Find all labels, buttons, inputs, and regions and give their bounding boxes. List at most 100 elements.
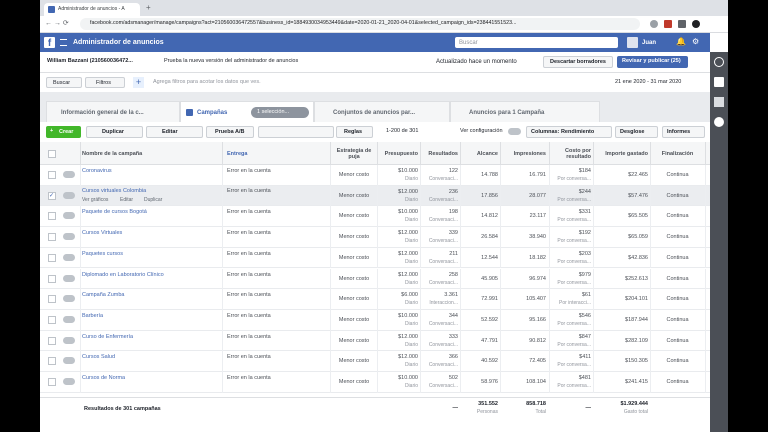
new-version-link[interactable]: Prueba la nueva versión del administrado… (164, 58, 299, 64)
avatar[interactable] (627, 37, 638, 48)
cell-name[interactable]: Diplomado en Laboratorio Clínico (82, 271, 164, 278)
view-settings-toggle[interactable] (508, 128, 521, 135)
table-row[interactable]: Cursos Salud Error en la cuenta Menor cost… (40, 351, 710, 372)
table-row[interactable]: Paquete de cursos Bogotá Error en la cuen… (40, 206, 710, 228)
search-box[interactable]: Buscar (455, 37, 618, 48)
table-row[interactable]: Coronavirus Error en la cuenta Menor costo… (40, 165, 710, 186)
row-checkbox[interactable] (48, 378, 56, 386)
campaigns-tab[interactable]: Campañas 1 selección... (180, 101, 314, 123)
column-header[interactable]: Estrategia de puja (336, 147, 372, 160)
column-divider (377, 206, 378, 228)
user-name[interactable]: Juan (642, 40, 657, 46)
menu-icon[interactable] (60, 39, 67, 46)
table-row[interactable]: Paquetes cursos Error en la cuenta Menor c… (40, 247, 710, 269)
table-row[interactable]: Curso de Enfermería Error en la cuenta Men… (40, 330, 710, 352)
date-range[interactable]: 21 ene 2020 - 31 mar 2020 (615, 79, 682, 85)
table-row[interactable]: Diplomado en Laboratorio Clínico Error en… (40, 268, 710, 290)
table-row[interactable]: Campaña Zumba Error en la cuenta Menor cos… (40, 289, 710, 310)
table-row[interactable]: Cursos Virtuales Error en la cuenta Menor … (40, 227, 710, 248)
row-toggle[interactable] (63, 336, 75, 344)
duplicate-button[interactable]: Duplicar (86, 126, 143, 138)
create-button[interactable]: + Crear (46, 126, 81, 138)
row-toggle[interactable] (63, 233, 75, 241)
row-checkbox[interactable] (48, 212, 56, 221)
column-header[interactable]: Impresiones (513, 150, 546, 157)
cell-name[interactable]: Campaña Zumba (82, 292, 125, 299)
search-dropdown[interactable]: Buscar (46, 77, 82, 88)
notifications[interactable]: 🔔 (676, 37, 686, 46)
account-selector[interactable]: William Bazzani (210560036472... (47, 58, 133, 64)
row-checkbox[interactable] (48, 274, 56, 283)
column-divider (80, 351, 81, 372)
rules-button[interactable]: Reglas (336, 126, 373, 138)
select-all-checkbox[interactable] (48, 150, 56, 158)
row-action[interactable]: Duplicar (144, 196, 163, 203)
publish-button[interactable]: Revisar y publicar (25) (617, 56, 688, 68)
column-header[interactable]: Importe gastado (605, 150, 648, 157)
row-checkbox[interactable]: ✓ (48, 191, 56, 200)
reports-button[interactable]: Informes (662, 126, 705, 138)
row-toggle[interactable] (63, 274, 75, 282)
cell-name[interactable]: Barbería (82, 312, 104, 319)
row-action[interactable]: Ver gráficos (82, 196, 109, 203)
ab-test-button[interactable]: Prueba A/B (206, 126, 254, 138)
selection-chip[interactable]: 1 selección... (251, 107, 309, 118)
row-toggle[interactable] (63, 315, 75, 323)
cell-name[interactable]: Cursos Virtuales (82, 230, 123, 237)
row-checkbox[interactable] (48, 295, 56, 304)
table-row[interactable]: Cursos de Norma Error en la cuenta Menor c… (40, 372, 710, 393)
column-header[interactable]: Finalización (661, 150, 694, 157)
cell-cost: $411 (579, 354, 591, 361)
row-toggle[interactable] (63, 253, 75, 261)
overview-tab[interactable]: Información general de la c... (46, 101, 180, 122)
column-header[interactable]: Resultados (428, 150, 458, 157)
table-row[interactable]: ✓ Cursos virtuales Colombia Error en la cu… (40, 185, 710, 207)
cell-name[interactable]: Coronavirus (82, 168, 112, 174)
ads-tab[interactable]: Anuncios para 1 Campaña (450, 101, 600, 122)
row-checkbox[interactable] (48, 357, 56, 366)
row-toggle[interactable] (63, 191, 75, 199)
sidebar-toggle[interactable] (714, 57, 724, 67)
row-toggle[interactable] (63, 295, 75, 303)
adsets-tab[interactable]: Conjuntos de anuncios par... (314, 101, 450, 122)
settings[interactable]: ⚙ (692, 37, 700, 46)
cell-name[interactable]: Cursos de Norma (82, 375, 126, 381)
sidebar-edit[interactable] (714, 77, 724, 87)
row-checkbox[interactable] (48, 253, 56, 262)
row-checkbox[interactable] (48, 233, 56, 242)
row-toggle[interactable] (63, 212, 75, 220)
sidebar-history[interactable] (714, 117, 724, 127)
cell-name[interactable]: Cursos virtuales Colombia (82, 187, 147, 194)
column-header[interactable]: Alcance (476, 150, 498, 157)
cell-name[interactable]: Paquete de cursos Bogotá (82, 209, 147, 216)
column-header[interactable]: Entrega (227, 150, 248, 157)
edit-button[interactable]: Editar (146, 126, 203, 138)
row-checkbox[interactable] (48, 171, 56, 179)
table-row[interactable]: Barbería Error en la cuenta Menor costo $10… (40, 309, 710, 331)
row-toggle[interactable] (63, 357, 75, 365)
column-header[interactable]: Nombre de la campaña (82, 150, 143, 157)
row-toggle[interactable] (63, 171, 75, 178)
column-header[interactable]: Presupuesto (384, 150, 418, 157)
nav-buttons[interactable]: ← → ⟳ (45, 20, 69, 27)
add-filter[interactable]: + (133, 77, 144, 88)
row-toggle[interactable] (63, 378, 75, 385)
sidebar-charts[interactable] (714, 97, 724, 107)
row-action[interactable]: Editar (120, 196, 134, 203)
new-tab[interactable]: + (146, 3, 151, 12)
cell-name[interactable]: Cursos Salud (82, 354, 116, 361)
url-field[interactable]: facebook.com/adsmanager/manage/campaigns… (80, 18, 640, 30)
row-checkbox[interactable] (48, 315, 56, 324)
discard-button[interactable]: Descartar borradores (543, 56, 613, 68)
columns-button[interactable]: Columnas: Rendimiento (526, 126, 612, 138)
icon-buttons[interactable] (258, 126, 334, 138)
fb-logo[interactable]: f (44, 37, 55, 49)
cell-name[interactable]: Paquetes cursos (82, 250, 123, 257)
breakdown-button[interactable]: Desglose (615, 126, 658, 138)
cell-name[interactable]: Curso de Enfermería (82, 333, 134, 340)
filters-button[interactable]: Filtros (85, 77, 125, 88)
browser-tab[interactable]: Administrador de anuncios - A (44, 3, 140, 16)
footer-label[interactable]: Resultados de 301 campañas (84, 405, 161, 412)
column-header[interactable]: Costo por resultado (565, 147, 591, 160)
row-checkbox[interactable] (48, 336, 56, 345)
